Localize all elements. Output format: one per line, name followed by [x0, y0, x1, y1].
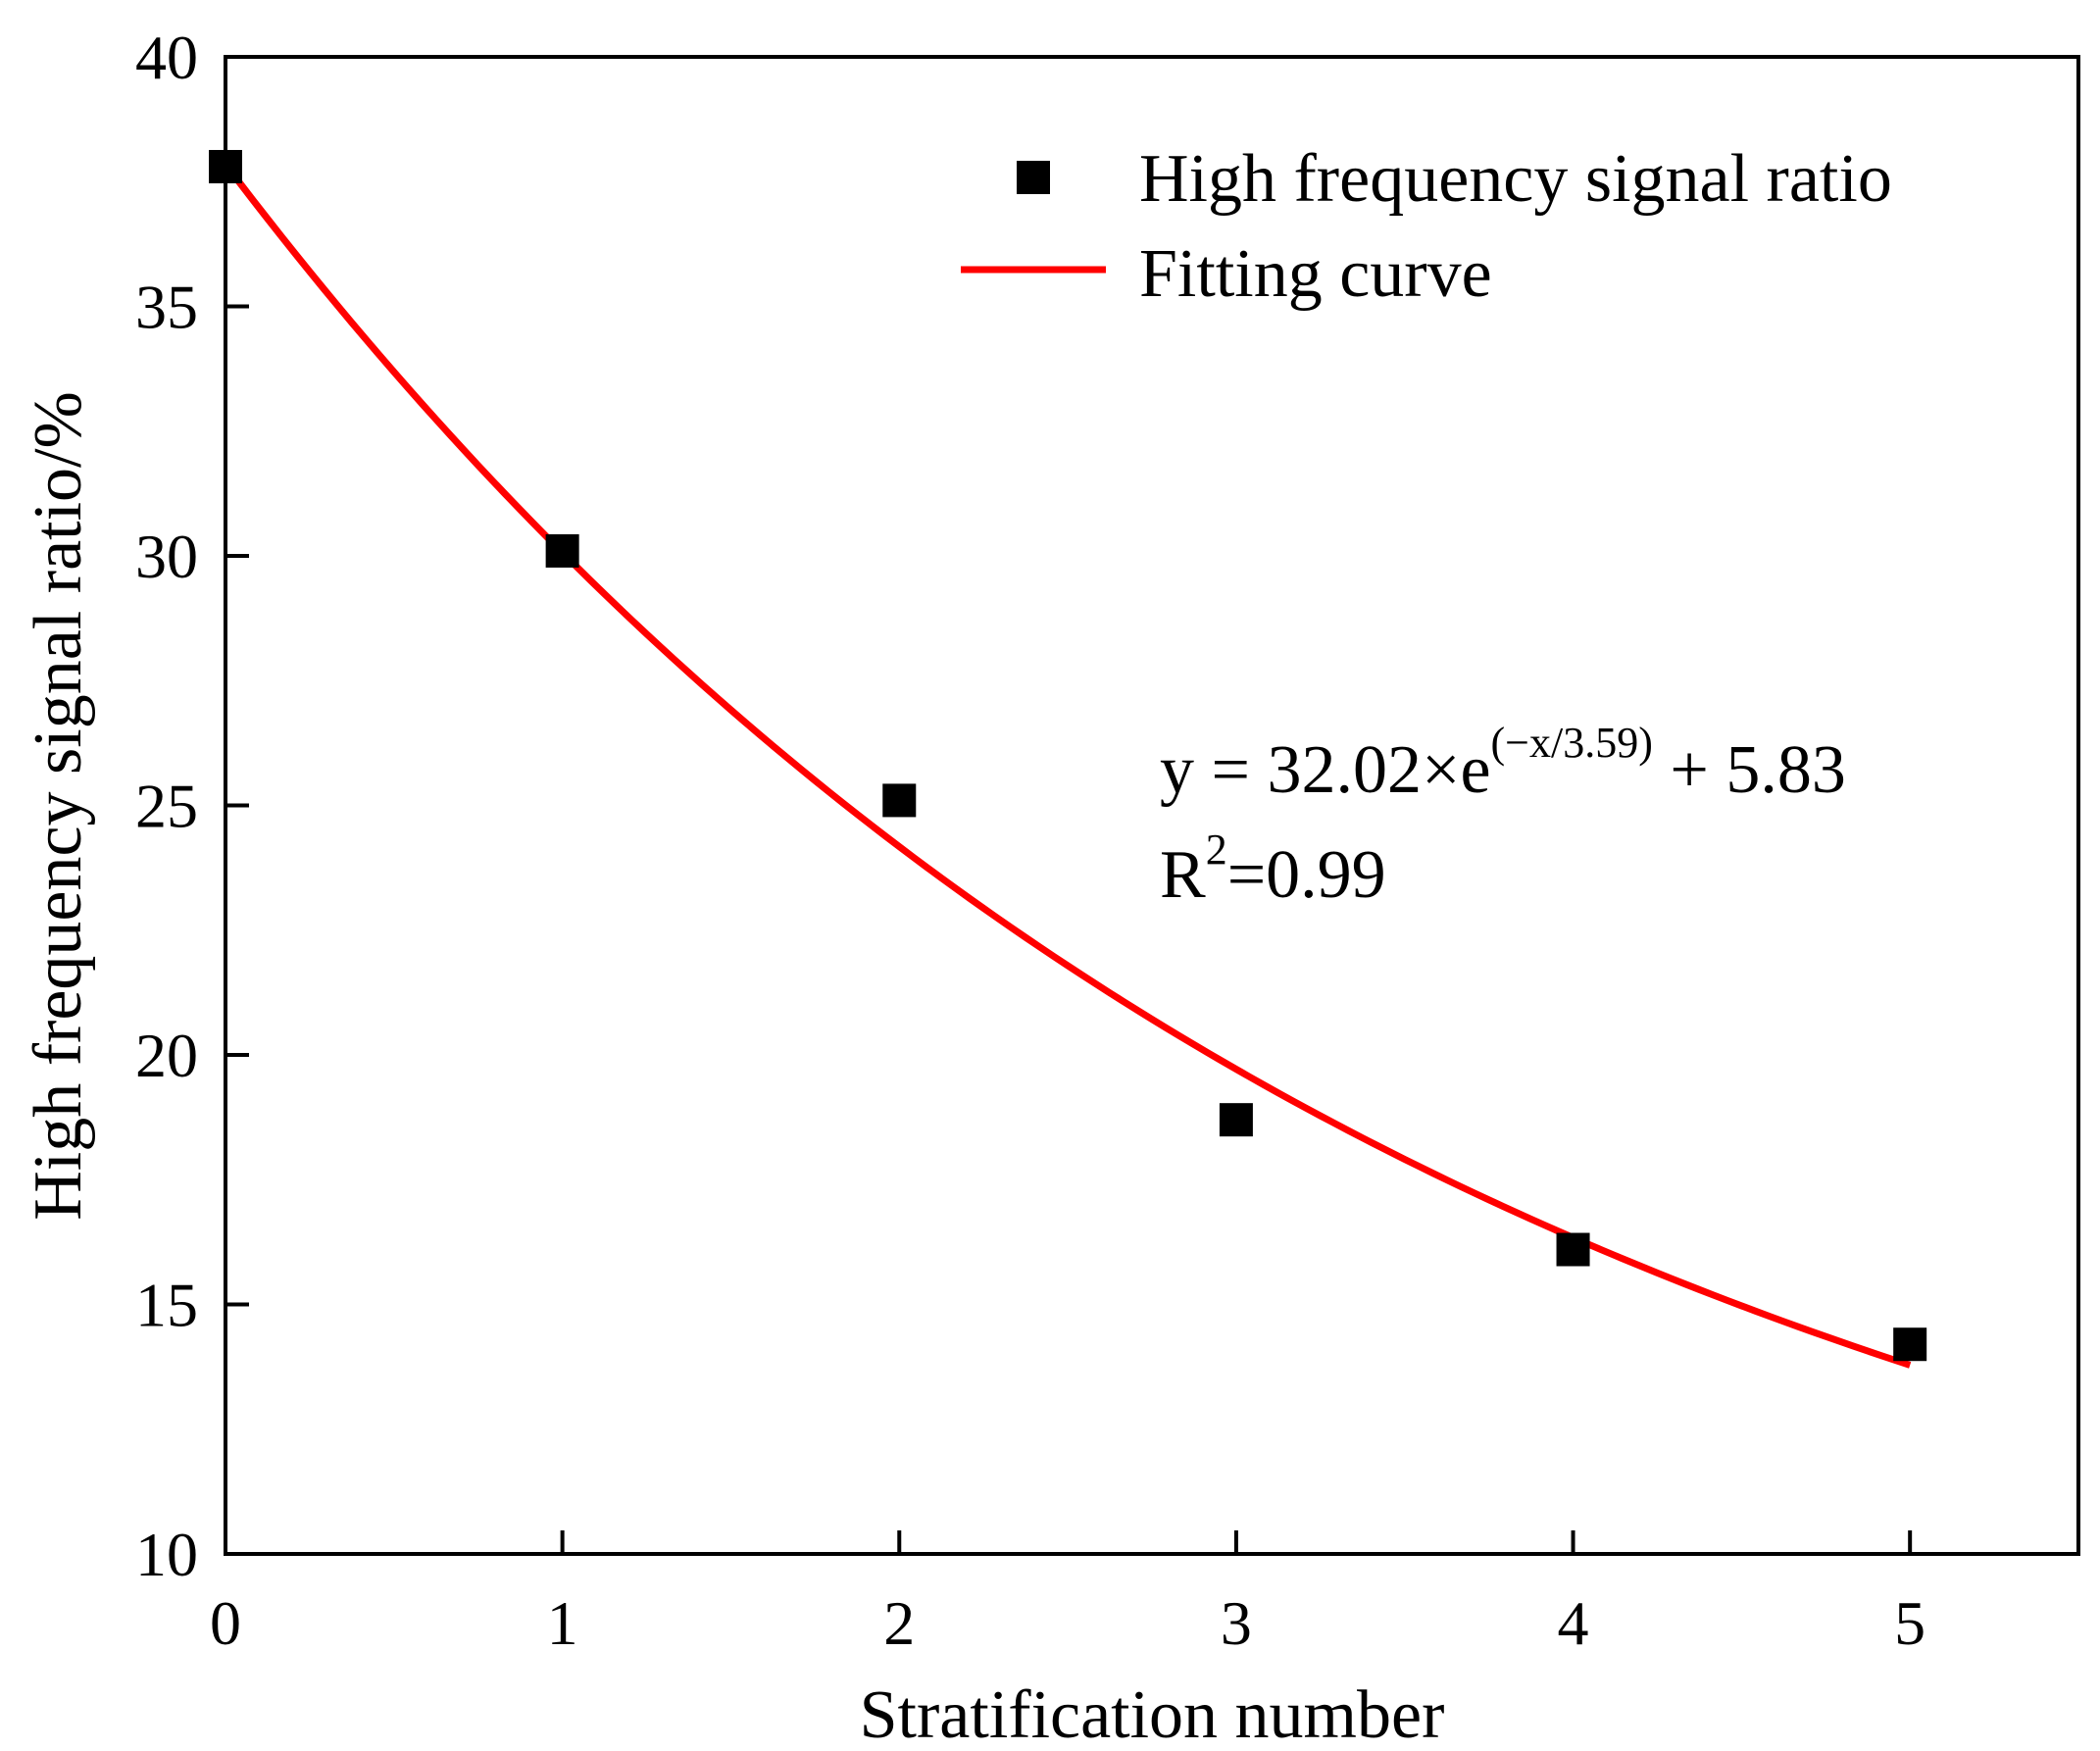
legend-marker-square [1017, 161, 1050, 194]
y-tick-label-35: 35 [135, 273, 198, 342]
axis-tick-labels: 0 1 2 3 4 5 10 15 20 25 30 35 40 [135, 23, 1925, 1658]
x-axis-title: Stratification number [860, 1677, 1445, 1751]
data-points [209, 149, 1927, 1362]
equation-suffix: + 5.83 [1653, 732, 1846, 808]
r-squared-suffix: =0.99 [1227, 837, 1386, 913]
y-tick-label-30: 30 [135, 522, 198, 591]
x-tick-label-1: 1 [547, 1588, 578, 1658]
x-tick-label-3: 3 [1221, 1588, 1252, 1658]
y-tick-label-15: 15 [135, 1271, 198, 1340]
axis-ticks [224, 55, 1913, 1556]
y-axis-title: High frequency signal ratio/% [21, 391, 96, 1221]
x-tick-label-5: 5 [1894, 1588, 1925, 1658]
x-tick-label-2: 2 [883, 1588, 915, 1658]
r-squared-text: R2=0.99 [1160, 825, 1386, 913]
data-point-5 [1893, 1327, 1927, 1362]
data-point-3 [1219, 1103, 1253, 1137]
y-tick-label-20: 20 [135, 1021, 198, 1090]
x-tick-label-4: 4 [1558, 1588, 1589, 1658]
y-tick-label-25: 25 [135, 772, 198, 841]
legend: High frequency signal ratio Fitting curv… [961, 141, 1892, 312]
fit-equation: y = 32.02×e(−x/3.59) + 5.83 R2=0.99 [1160, 719, 1846, 913]
r-squared-sup: 2 [1206, 825, 1227, 874]
legend-label-scatter: High frequency signal ratio [1139, 141, 1892, 217]
y-tick-label-40: 40 [135, 23, 198, 92]
data-point-1 [545, 533, 579, 568]
x-tick-label-0: 0 [210, 1588, 241, 1658]
r-squared-prefix: R [1160, 837, 1206, 913]
data-point-2 [882, 783, 917, 818]
equation-prefix: y = 32.02×e [1160, 732, 1491, 808]
equation-exponent: (−x/3.59) [1491, 719, 1653, 767]
fitting-curve [223, 162, 1912, 1369]
legend-label-fit: Fitting curve [1139, 236, 1492, 312]
data-point-4 [1556, 1232, 1590, 1267]
equation-text: y = 32.02×e(−x/3.59) + 5.83 [1160, 719, 1846, 808]
data-point-0 [209, 149, 242, 183]
y-tick-label-10: 10 [135, 1520, 198, 1589]
